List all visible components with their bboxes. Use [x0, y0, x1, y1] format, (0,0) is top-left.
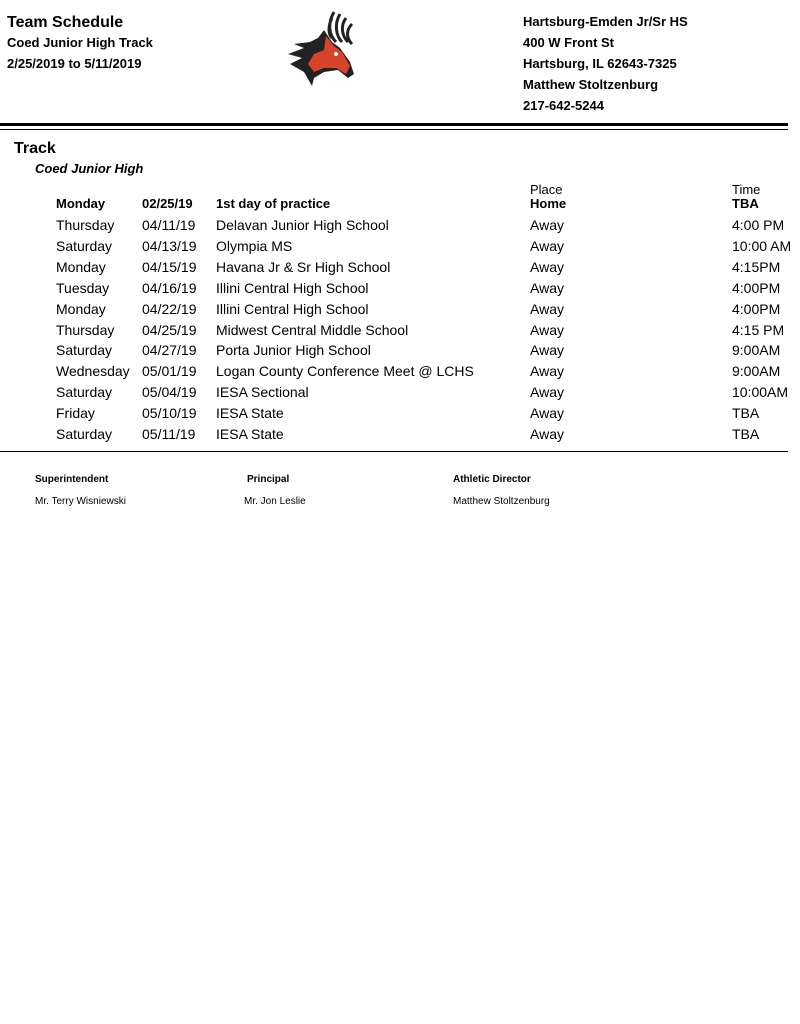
row-event: IESA State	[216, 405, 284, 422]
row-place: Away	[530, 342, 564, 359]
row-day: Tuesday	[56, 279, 110, 296]
header-divider-thick	[0, 123, 788, 126]
schedule-row: Thursday 04/25/19 Midwest Central Middle S…	[0, 322, 800, 343]
schedule-row-first: Monday 02/25/19 1st day of practice Home…	[0, 196, 800, 217]
schedule-row: Saturday 04/13/19 Olympia MS Away 10:00 AM	[0, 238, 800, 259]
athletic-director-name: Matthew Stoltzenburg	[453, 496, 550, 507]
place-column-label: Place	[530, 182, 563, 197]
schedule-row: Tuesday 04/16/19 Illini Central High Schoo…	[0, 280, 800, 301]
row-event: Midwest Central Middle School	[216, 321, 409, 338]
row-time: 4:00PM	[732, 300, 781, 317]
document-subtitle: Coed Junior High Track	[7, 35, 153, 50]
row-time: 4:00 PM	[732, 217, 785, 233]
row-place: Away	[530, 426, 564, 442]
schedule-row: Monday 04/15/19 Havana Jr & Sr High School…	[0, 259, 800, 280]
row-time: TBA	[732, 196, 759, 211]
row-date: 04/25/19	[142, 321, 197, 338]
date-range: 2/25/2019 to 5/11/2019	[7, 56, 142, 71]
row-place: Away	[530, 217, 564, 233]
row-day: Wednesday	[56, 363, 130, 380]
row-place: Away	[530, 321, 564, 338]
row-event: Havana Jr & Sr High School	[216, 258, 391, 275]
row-date: 04/15/19	[142, 258, 197, 275]
footer-divider	[0, 451, 788, 452]
row-event: Illini Central High School	[216, 300, 369, 317]
row-place: Away	[530, 279, 564, 296]
principal-label: Principal	[247, 474, 290, 485]
row-date: 04/22/19	[142, 300, 197, 317]
row-time: 9:00AM	[732, 342, 781, 359]
row-time: 9:00AM	[732, 363, 781, 380]
row-place: Away	[530, 237, 564, 254]
row-place: Away	[530, 300, 564, 317]
row-day: Monday	[56, 196, 106, 211]
athletic-director-label: Athletic Director	[453, 474, 531, 485]
row-date: 04/16/19	[142, 279, 197, 296]
row-day: Monday	[56, 258, 106, 275]
row-event: IESA State	[216, 426, 284, 442]
superintendent-label: Superintendent	[35, 474, 109, 485]
row-place: Away	[530, 405, 564, 422]
row-day: Saturday	[56, 384, 113, 401]
row-time: 10:00AM	[732, 384, 789, 401]
row-day: Thursday	[56, 321, 115, 338]
document-title: Team Schedule	[7, 14, 124, 31]
schedule-row: Saturday 05/04/19 IESA Sectional Away 10:00A…	[0, 384, 800, 405]
row-date: 04/27/19	[142, 342, 197, 359]
row-time: TBA	[732, 426, 760, 442]
principal-name: Mr. Jon Leslie	[244, 496, 306, 507]
row-time: TBA	[732, 405, 760, 422]
row-day: Saturday	[56, 237, 113, 254]
schedule-row: Thursday 04/11/19 Delavan Junior High Scho…	[0, 217, 800, 238]
deer-mascot-logo	[288, 11, 354, 86]
schedule-row: Friday 05/10/19 IESA State Away TBA	[0, 405, 800, 426]
row-date: 04/11/19	[142, 217, 196, 233]
row-event: Delavan Junior High School	[216, 217, 389, 233]
row-event: Illini Central High School	[216, 279, 369, 296]
row-event: Porta Junior High School	[216, 342, 371, 359]
schedule-row: Monday 04/22/19 Illini Central High School…	[0, 301, 800, 322]
sport-heading: Track	[14, 140, 56, 157]
row-day: Monday	[56, 300, 106, 317]
time-column-label: Time	[732, 182, 761, 197]
row-time: 10:00 AM	[732, 237, 792, 254]
row-date: 05/10/19	[142, 405, 197, 422]
row-day: Saturday	[56, 342, 113, 359]
row-date: 05/01/19	[142, 363, 197, 380]
school-city: Hartsburg, IL 62643-7325	[523, 56, 677, 71]
school-address: 400 W Front St	[523, 35, 615, 50]
row-event: IESA Sectional	[216, 384, 309, 401]
row-time: 4:15 PM	[732, 321, 785, 338]
row-date: 02/25/19	[142, 196, 193, 211]
school-name: Hartsburg-Emden Jr/Sr HS	[523, 14, 688, 29]
row-time: 4:00PM	[732, 279, 781, 296]
row-event: Logan County Conference Meet @ LCHS	[216, 363, 474, 380]
row-time: 4:15PM	[732, 258, 781, 275]
row-day: Friday	[56, 405, 95, 422]
row-day: Thursday	[56, 217, 115, 233]
header-divider-thin	[0, 129, 788, 130]
row-date: 04/13/19	[142, 237, 197, 254]
row-place: Away	[530, 258, 564, 275]
row-day: Saturday	[56, 426, 113, 442]
row-date: 05/04/19	[142, 384, 197, 401]
school-phone: 217-642-5244	[523, 98, 604, 113]
row-place: Away	[530, 384, 564, 401]
superintendent-name: Mr. Terry Wisniewski	[35, 496, 126, 507]
row-date: 05/11/19	[142, 426, 196, 442]
schedule-row: Saturday 05/11/19 IESA State Away TBA	[0, 426, 800, 447]
school-contact: Matthew Stoltzenburg	[523, 77, 659, 92]
row-place: Home	[530, 196, 567, 211]
row-place: Away	[530, 363, 564, 380]
level-heading: Coed Junior High	[35, 161, 144, 176]
row-event: Olympia MS	[216, 237, 293, 254]
schedule-row: Saturday 04/27/19 Porta Junior High School…	[0, 342, 800, 363]
schedule-row: Wednesday 05/01/19 Logan County Conference…	[0, 363, 800, 384]
row-event: 1st day of practice	[216, 196, 331, 211]
